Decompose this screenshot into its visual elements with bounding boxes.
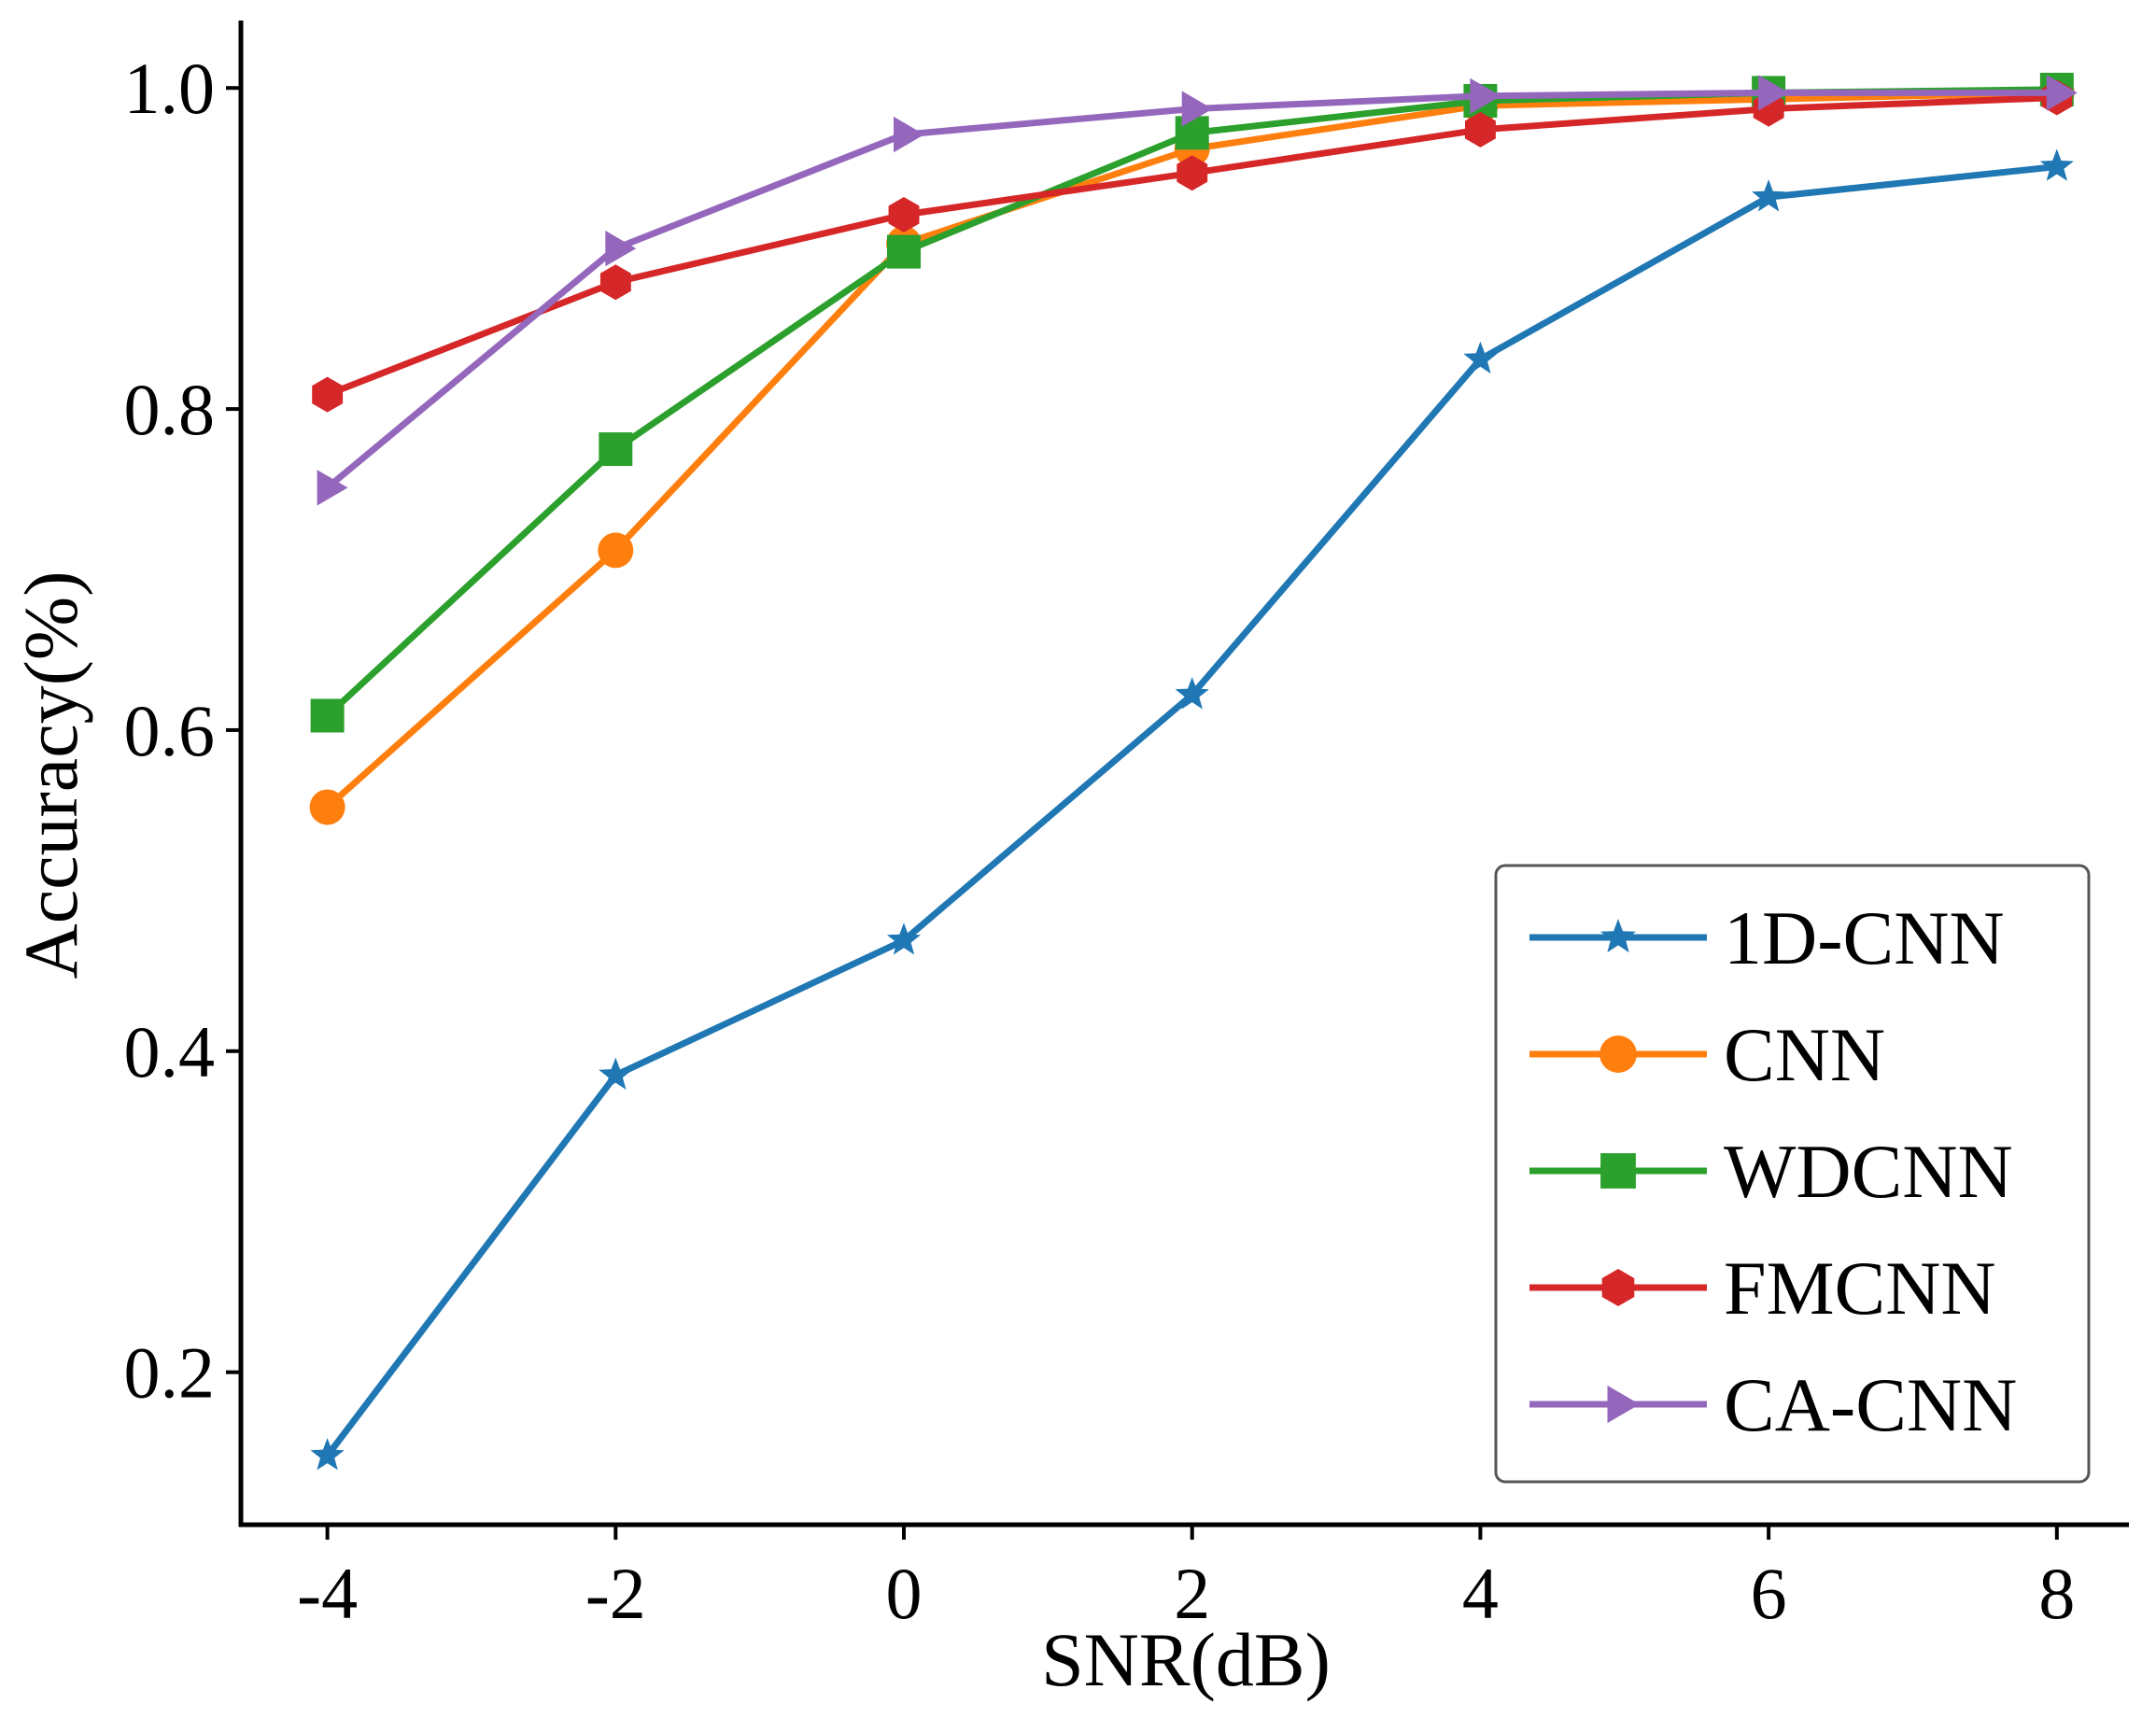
data-point-wdcnn <box>310 698 345 733</box>
x-tick-label: 8 <box>2038 1553 2075 1634</box>
data-point-1d-cnn <box>599 1057 633 1090</box>
data-point-ca-cnn <box>1758 75 1790 111</box>
legend-entry-1d-cnn: 1D-CNN <box>1529 895 2005 980</box>
legend-box <box>1494 864 2091 1484</box>
data-point-wdcnn <box>599 432 633 467</box>
legend-label-wdcnn: WDCNN <box>1724 1129 2013 1214</box>
x-tick-label: 0 <box>886 1553 923 1634</box>
legend-label-fmcnn: FMCNN <box>1724 1246 1996 1331</box>
x-tick-label: 2 <box>1174 1553 1210 1634</box>
x-tick-label: -2 <box>585 1553 646 1634</box>
data-point-1d-cnn <box>886 922 922 955</box>
legend-marker-1d-cnn <box>1600 919 1636 953</box>
legend-entry-cnn: CNN <box>1529 1012 1885 1097</box>
y-tick-label: 0.2 <box>124 1332 216 1414</box>
x-axis-title: SNR(dB) <box>1041 1617 1331 1702</box>
legend-label-ca-cnn: CA-CNN <box>1724 1362 2017 1447</box>
series-1d-cnn <box>310 148 2074 1471</box>
x-tick-label: -4 <box>297 1553 358 1634</box>
data-point-cnn <box>309 789 345 825</box>
legend-label-cnn: CNN <box>1724 1012 1885 1097</box>
data-point-fmcnn <box>1465 111 1496 148</box>
data-point-fmcnn <box>888 197 920 232</box>
y-tick-label: 1.0 <box>124 48 216 129</box>
legend-marker-cnn <box>1599 1035 1637 1073</box>
y-axis-title: Accuracy(%) <box>8 570 93 979</box>
legend-marker-wdcnn <box>1600 1153 1636 1189</box>
y-tick-label: 0.8 <box>124 369 216 450</box>
x-tick-label: 6 <box>1751 1553 1787 1634</box>
data-point-ca-cnn <box>605 231 637 267</box>
legend-entry-ca-cnn: CA-CNN <box>1529 1362 2017 1447</box>
data-point-fmcnn <box>312 376 344 413</box>
axes <box>226 21 2129 1540</box>
data-point-1d-cnn <box>1175 677 1209 710</box>
data-point-ca-cnn <box>317 470 348 506</box>
tick-labels: -4 -2 0 2 4 6 8 0.2 0.4 0.6 0.8 1.0 <box>124 48 2076 1634</box>
legend-marker-fmcnn <box>1601 1269 1635 1306</box>
data-point-1d-cnn <box>2039 148 2074 181</box>
data-point-ca-cnn <box>1470 77 1501 114</box>
data-point-fmcnn <box>599 264 631 301</box>
data-point-1d-cnn <box>1463 341 1498 374</box>
data-point-cnn <box>598 532 634 569</box>
x-tick-label: 4 <box>1462 1553 1499 1634</box>
series-ca-cnn <box>317 75 2078 506</box>
data-point-fmcnn <box>1177 155 1208 191</box>
legend: 1D-CNN CNN WDCNN FMCNN CA-CNN <box>1494 864 2091 1484</box>
legend-entry-wdcnn: WDCNN <box>1529 1129 2013 1214</box>
legend-entry-fmcnn: FMCNN <box>1529 1246 1996 1331</box>
data-point-ca-cnn <box>1181 91 1213 127</box>
data-point-1d-cnn <box>310 1438 345 1471</box>
data-point-wdcnn <box>887 234 922 269</box>
y-tick-label: 0.6 <box>124 690 216 771</box>
plot-marks <box>309 72 2078 1471</box>
data-point-ca-cnn <box>2046 75 2078 111</box>
y-tick-label: 0.4 <box>124 1011 216 1092</box>
data-point-wdcnn <box>1175 116 1209 150</box>
legend-label-1d-cnn: 1D-CNN <box>1724 895 2005 980</box>
data-point-1d-cnn <box>1752 179 1786 212</box>
legend-marker-ca-cnn <box>1607 1385 1641 1424</box>
data-point-ca-cnn <box>894 116 924 153</box>
